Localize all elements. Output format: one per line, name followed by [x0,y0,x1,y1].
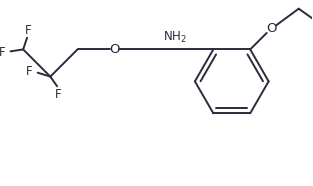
Text: F: F [26,65,32,78]
Text: F: F [55,88,61,101]
Text: O: O [266,22,277,35]
Text: NH$_2$: NH$_2$ [163,29,187,45]
Text: O: O [109,43,120,56]
Text: F: F [0,46,5,59]
Text: F: F [25,23,31,36]
